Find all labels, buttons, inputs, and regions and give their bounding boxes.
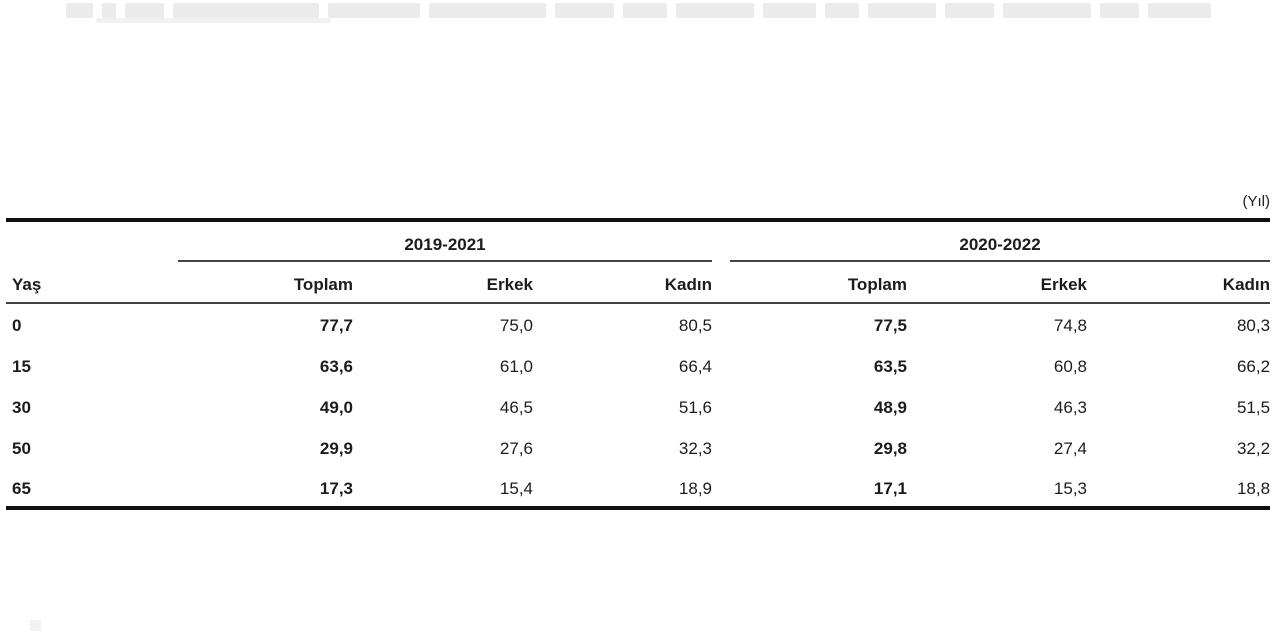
table-row: 30 49,0 46,5 51,6 48,9 46,3 51,5 xyxy=(6,385,1270,426)
column-header-erkek-1: Erkek xyxy=(353,262,533,304)
value-cell: 29,8 xyxy=(873,438,907,458)
table-row: 65 17,3 15,4 18,9 17,1 15,3 18,8 xyxy=(6,467,1270,508)
group-header-row: 2019-2021 2020-2022 xyxy=(6,220,1271,262)
column-header-toplam-2: Toplam xyxy=(712,262,907,304)
age-cell: 65 xyxy=(12,478,31,498)
value-cell: 27,6 xyxy=(499,438,533,458)
age-cell: 50 xyxy=(12,438,31,458)
age-cell: 15 xyxy=(12,356,31,376)
value-cell: 17,1 xyxy=(873,478,907,498)
truncated-footer-remnant xyxy=(30,620,41,631)
group-label-2020-2022: 2020-2022 xyxy=(730,235,1271,262)
value-cell: 29,9 xyxy=(319,438,353,458)
value-cell: 46,5 xyxy=(499,397,533,417)
value-cell: 75,0 xyxy=(499,316,533,335)
value-cell: 32,3 xyxy=(678,438,712,458)
value-cell: 15,4 xyxy=(499,478,533,498)
value-cell: 63,5 xyxy=(873,356,907,376)
value-cell: 66,2 xyxy=(1236,356,1271,376)
value-cell: 63,6 xyxy=(319,356,353,376)
group-header-spacer xyxy=(6,220,168,262)
age-cell: 0 xyxy=(12,316,22,335)
value-cell: 51,5 xyxy=(1236,397,1271,417)
value-cell: 15,3 xyxy=(1053,478,1087,498)
table-row: 15 63,6 61,0 66,4 63,5 60,8 66,2 xyxy=(6,344,1270,385)
column-header-erkek-2: Erkek xyxy=(907,262,1087,304)
truncated-title-remnant-fragment xyxy=(96,18,331,23)
value-cell: 77,7 xyxy=(319,316,353,335)
table-row: 50 29,9 27,6 32,3 29,8 27,4 32,2 xyxy=(6,426,1270,467)
value-cell: 80,5 xyxy=(678,316,712,335)
unit-label: (Yıl) xyxy=(1242,193,1271,210)
value-cell: 60,8 xyxy=(1053,356,1087,376)
value-cell: 27,4 xyxy=(1053,438,1087,458)
column-header-kadin-1: Kadın xyxy=(533,262,712,304)
value-cell: 18,8 xyxy=(1236,478,1271,498)
group-header-cell-2: 2020-2022 xyxy=(712,220,1271,262)
value-cell: 61,0 xyxy=(499,356,533,376)
column-header-row: Yaş Toplam Erkek Kadın Toplam Erkek Kadı… xyxy=(6,262,1271,304)
value-cell: 51,6 xyxy=(678,397,712,417)
value-cell: 66,4 xyxy=(678,356,712,376)
group-header-cell-1: 2019-2021 xyxy=(168,220,712,262)
value-cell: 18,9 xyxy=(678,478,712,498)
table-row: 0 77,7 75,0 80,5 77,5 74,8 80,3 xyxy=(6,303,1270,344)
value-cell: 77,5 xyxy=(873,316,907,335)
value-cell: 74,8 xyxy=(1053,316,1087,335)
life-expectancy-table: 2019-2021 2020-2022 Yaş Toplam Erkek Kad… xyxy=(6,218,1271,510)
group-label-2019-2021: 2019-2021 xyxy=(178,235,712,262)
age-cell: 30 xyxy=(12,397,31,417)
value-cell: 49,0 xyxy=(319,397,353,417)
column-header-toplam-1: Toplam xyxy=(168,262,353,304)
column-header-kadin-2: Kadın xyxy=(1087,262,1271,304)
value-cell: 17,3 xyxy=(319,478,353,498)
value-cell: 80,3 xyxy=(1236,316,1271,335)
value-cell: 32,2 xyxy=(1236,438,1271,458)
column-header-age: Yaş xyxy=(6,262,168,304)
truncated-title-remnant xyxy=(66,3,1211,18)
value-cell: 48,9 xyxy=(873,397,907,417)
value-cell: 46,3 xyxy=(1053,397,1087,417)
